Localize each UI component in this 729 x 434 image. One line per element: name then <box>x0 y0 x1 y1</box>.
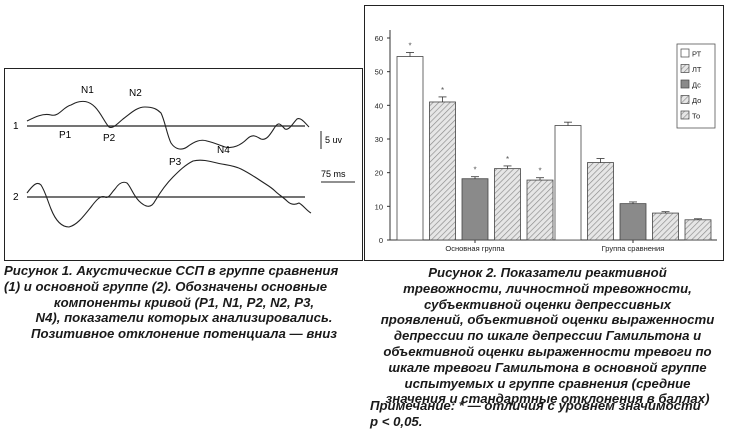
trace-label-2: 2 <box>13 192 19 203</box>
bars: * * * * * <box>396 41 712 241</box>
note-line: Примечание: * — отличия с уровнем значим… <box>370 398 701 413</box>
category-label: Основная группа <box>445 244 505 253</box>
legend-label: До <box>692 96 701 105</box>
legend-swatch <box>680 79 690 89</box>
voltage-scale-label: 5 uv <box>325 135 343 145</box>
y-tick-labels: 0 10 20 30 40 50 60 <box>375 34 383 245</box>
evoked-potential-figure: 1 2 N1 N2 P1 P2 P3 N4 5 uv 75 ms <box>4 68 363 261</box>
significance-star: * <box>441 86 444 95</box>
caption-line: компоненты кривой (P1, N1, P2, N2, P3, <box>53 294 315 310</box>
significance-star: * <box>538 167 541 176</box>
bar-chart-figure: 0 10 20 30 40 50 60 * * * * * Основная группа Групп… <box>364 5 724 261</box>
caption-line: Позитивное отклонение потенциала — вниз <box>30 326 338 342</box>
y-tick-label: 10 <box>375 202 383 211</box>
y-tick-label: 40 <box>375 101 383 110</box>
bar-2-3 <box>619 203 647 241</box>
time-scale-label: 75 ms <box>321 169 346 179</box>
bar-2-4 <box>652 212 679 241</box>
component-label-p1: P1 <box>59 130 72 141</box>
figure-1-caption: Рисунок 1. Акустические ССП в группе сра… <box>4 263 364 342</box>
bar-1-1 <box>396 56 424 241</box>
legend-label: То <box>692 112 700 121</box>
caption-line: шкале тревоги Гамильтона в основной груп… <box>388 359 707 375</box>
caption-line: (1) и основной группе (2). Обозначены ос… <box>4 278 328 294</box>
note-line: p < 0,05. <box>370 413 423 429</box>
category-labels: Основная группа Группа сравнения <box>445 244 664 253</box>
trace-2-curve <box>26 159 312 228</box>
bar-1-5 <box>526 179 554 241</box>
chart-legend: РТ ЛТ Дс До То <box>676 43 716 129</box>
legend-swatch <box>680 48 690 58</box>
component-label-n4: N4 <box>217 145 230 156</box>
caption-line: субъективной оценки депрессивных <box>423 296 672 312</box>
caption-line: объективной оценки выраженности тревоги … <box>383 343 712 359</box>
y-tick-label: 20 <box>375 169 383 178</box>
legend-swatch <box>680 110 690 120</box>
legend-label: Дс <box>692 81 701 90</box>
legend-swatch <box>680 64 690 73</box>
bar-1-2 <box>429 101 456 241</box>
caption-line: тревожности, личностной тревожности, <box>403 280 692 296</box>
bar-chart-svg: 0 10 20 30 40 50 60 * * * * * Основная группа Групп… <box>375 30 717 253</box>
y-tick-label: 30 <box>375 135 383 144</box>
y-tick-label: 60 <box>375 34 383 43</box>
category-label: Группа сравнения <box>602 244 665 253</box>
caption-line: Рисунок 2. Показатели реактивной <box>428 265 667 280</box>
bar-2-2 <box>587 162 614 241</box>
legend-label: РТ <box>692 50 702 59</box>
caption-line: Рисунок 1. Акустические ССП в группе сра… <box>4 263 339 278</box>
trace-label-1: 1 <box>13 121 19 132</box>
y-tick-label: 50 <box>375 68 383 77</box>
bar-1-4 <box>494 168 521 241</box>
figure-2-note: Примечание: * — отличия с уровнем значим… <box>370 398 725 430</box>
component-label-p3: P3 <box>169 157 182 168</box>
trace-1-curve <box>26 100 310 150</box>
evoked-potential-svg: 1 2 N1 N2 P1 P2 P3 N4 5 uv 75 ms <box>13 85 355 228</box>
caption-line: депрессии по шкале депрессии Гамильтона … <box>393 328 702 344</box>
bar-2-5 <box>684 219 712 241</box>
significance-star: * <box>408 41 411 50</box>
component-label-p2: P2 <box>103 133 116 144</box>
significance-star: * <box>473 166 476 175</box>
legend-label: ЛТ <box>692 65 702 74</box>
y-tick-label: 0 <box>379 236 383 245</box>
component-label-n2: N2 <box>129 88 142 99</box>
component-label-n1: N1 <box>81 85 94 96</box>
bar-2-1 <box>554 125 582 241</box>
caption-line: N4), показатели которых анализировались. <box>35 310 333 326</box>
caption-line: проявлений, объективной оценки выраженно… <box>380 312 715 328</box>
significance-star: * <box>506 155 509 164</box>
caption-line: значения и стандартные отклонения в балл… <box>385 391 710 407</box>
caption-line: испытуемых и группе сравнения (средние <box>404 375 691 391</box>
legend-swatch <box>680 95 690 104</box>
figure-2-caption: Рисунок 2. Показатели реактивной тревожн… <box>370 265 725 407</box>
bar-1-3 <box>461 178 489 241</box>
